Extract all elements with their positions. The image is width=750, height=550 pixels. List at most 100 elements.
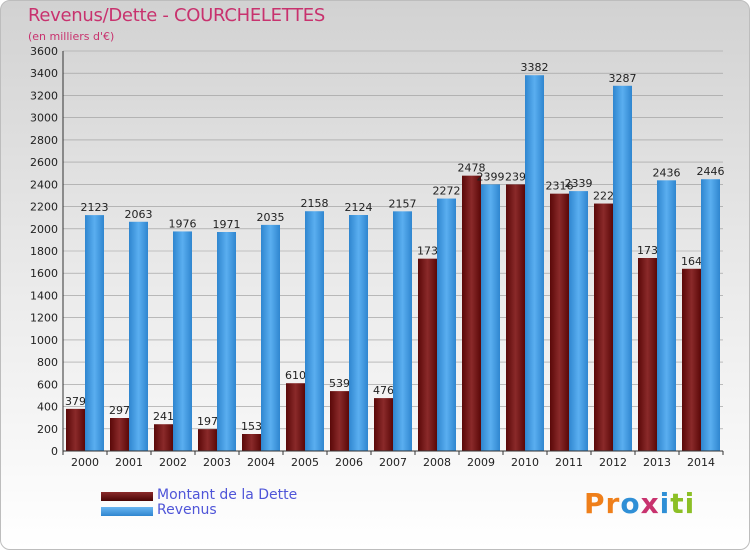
bar-dette-2010	[506, 184, 525, 451]
data-label-revenus-2008: 2272	[433, 185, 461, 198]
y-tick-label: 800	[37, 356, 58, 369]
bar-dette-2009	[462, 175, 481, 451]
y-tick-label: 1200	[30, 312, 58, 325]
y-tick-label: 3000	[30, 112, 58, 125]
proxiti-logo: Proxiti	[584, 487, 694, 527]
data-label-dette-2003: 197	[197, 415, 218, 428]
data-label-revenus-2001: 2063	[125, 208, 153, 221]
data-label-dette-2002: 241	[153, 410, 174, 423]
bar-revenus-2008	[437, 198, 456, 451]
data-label-revenus-2003: 1971	[213, 218, 241, 231]
y-tick-label: 3600	[30, 45, 58, 58]
data-label-dette-2006: 539	[329, 377, 350, 390]
data-label-dette-2000: 379	[65, 395, 86, 408]
data-label-dette-2010: 239	[505, 170, 526, 183]
data-label-dette-2004: 153	[241, 420, 262, 433]
data-label-dette-2011: 2316	[546, 180, 574, 193]
bar-revenus-2005	[305, 211, 324, 451]
bar-dette-2004	[242, 434, 261, 451]
bar-dette-2013	[638, 258, 657, 451]
bar-dette-2003	[198, 429, 217, 451]
logo-letter: o	[620, 487, 641, 520]
x-tick-label-2010: 2010	[511, 456, 539, 469]
data-label-revenus-2002: 1976	[169, 217, 197, 230]
x-tick-label-2002: 2002	[159, 456, 187, 469]
data-label-revenus-2010: 3382	[521, 61, 549, 74]
bar-dette-2008	[418, 258, 437, 451]
bar-revenus-2011	[569, 191, 588, 451]
legend-swatch-revenus	[101, 507, 153, 516]
y-tick-label: 3200	[30, 89, 58, 102]
bar-revenus-2000	[85, 215, 104, 451]
bar-revenus-2009	[481, 184, 500, 451]
x-tick-label-2003: 2003	[203, 456, 231, 469]
logo-letter: P	[584, 487, 606, 520]
chart-title: Revenus/Dette - COURCHELETTES	[28, 5, 325, 26]
data-label-dette-2007: 476	[373, 384, 394, 397]
bar-dette-2007	[374, 398, 393, 451]
bars: 379 2123 297 2063 241 1976 197 1971 153 2035 610 21…	[65, 61, 725, 452]
x-tick-label-2000: 2000	[71, 456, 99, 469]
data-label-dette-2008: 173	[417, 245, 438, 258]
bar-revenus-2010	[525, 75, 544, 451]
y-tick-label: 200	[37, 423, 58, 436]
y-tick-label: 1800	[30, 245, 58, 258]
x-tick-label-2006: 2006	[335, 456, 363, 469]
x-tick-label-2005: 2005	[291, 456, 319, 469]
bar-dette-2012	[594, 203, 613, 451]
y-tick-label: 2200	[30, 201, 58, 214]
y-tick-label: 2400	[30, 178, 58, 191]
bar-dette-2005	[286, 383, 305, 451]
data-label-dette-2001: 297	[109, 404, 130, 417]
data-label-revenus-2006: 2124	[345, 201, 373, 214]
bar-revenus-2013	[657, 180, 676, 452]
legend-label-dette: Montant de la Dette	[157, 487, 298, 503]
data-label-revenus-2000: 2123	[81, 201, 109, 214]
bar-dette-2014	[682, 268, 701, 451]
bar-revenus-2004	[261, 224, 280, 451]
bar-dette-2011	[550, 193, 569, 451]
y-tick-label: 600	[37, 378, 58, 391]
chart-subtitle: (en milliers d'€)	[28, 30, 115, 43]
data-label-dette-2009: 2478	[458, 162, 486, 175]
logo-letter: x	[640, 487, 660, 520]
y-tick-label: 2800	[30, 134, 58, 147]
x-tick-label-2013: 2013	[643, 456, 671, 469]
bar-revenus-2001	[129, 221, 148, 451]
bar-revenus-2006	[349, 215, 368, 451]
x-tick-label-2001: 2001	[115, 456, 143, 469]
y-tick-label: 400	[37, 401, 58, 414]
data-label-revenus-2013: 2436	[653, 166, 681, 179]
data-label-revenus-2005: 2158	[301, 197, 329, 210]
data-label-revenus-2004: 2035	[257, 211, 285, 224]
logo-letter: i	[659, 487, 671, 520]
bar-dette-2000	[66, 408, 85, 451]
x-tick-label-2008: 2008	[423, 456, 451, 469]
bar-revenus-2007	[393, 211, 412, 451]
bar-dette-2001	[110, 418, 129, 451]
bar-dette-2002	[154, 424, 173, 451]
x-tick-label-2014: 2014	[687, 456, 715, 469]
logo-letter: i	[684, 487, 696, 520]
logo-letter: r	[605, 487, 621, 520]
y-tick-label: 1000	[30, 334, 58, 347]
bar-revenus-2012	[613, 85, 632, 452]
legend-label-revenus: Revenus	[157, 502, 217, 518]
y-tick-label: 1400	[30, 289, 58, 302]
bar-revenus-2002	[173, 231, 192, 451]
data-label-revenus-2012: 3287	[609, 72, 637, 85]
bar-dette-2006	[330, 391, 349, 451]
x-tick-label-2009: 2009	[467, 456, 495, 469]
data-label-dette-2013: 173	[637, 244, 658, 257]
y-tick-label: 2600	[30, 156, 58, 169]
x-tick-label-2011: 2011	[555, 456, 583, 469]
y-axis: 0 200 400 600 800 1000 1200 1400 1600 1800 2000 220…	[30, 45, 64, 458]
legend-swatch-dette	[101, 492, 153, 501]
y-tick-label: 1600	[30, 267, 58, 280]
bar-revenus-2003	[217, 232, 236, 451]
x-tick-label-2012: 2012	[599, 456, 627, 469]
data-label-revenus-2009: 2399	[477, 170, 505, 183]
y-tick-label: 2000	[30, 223, 58, 236]
